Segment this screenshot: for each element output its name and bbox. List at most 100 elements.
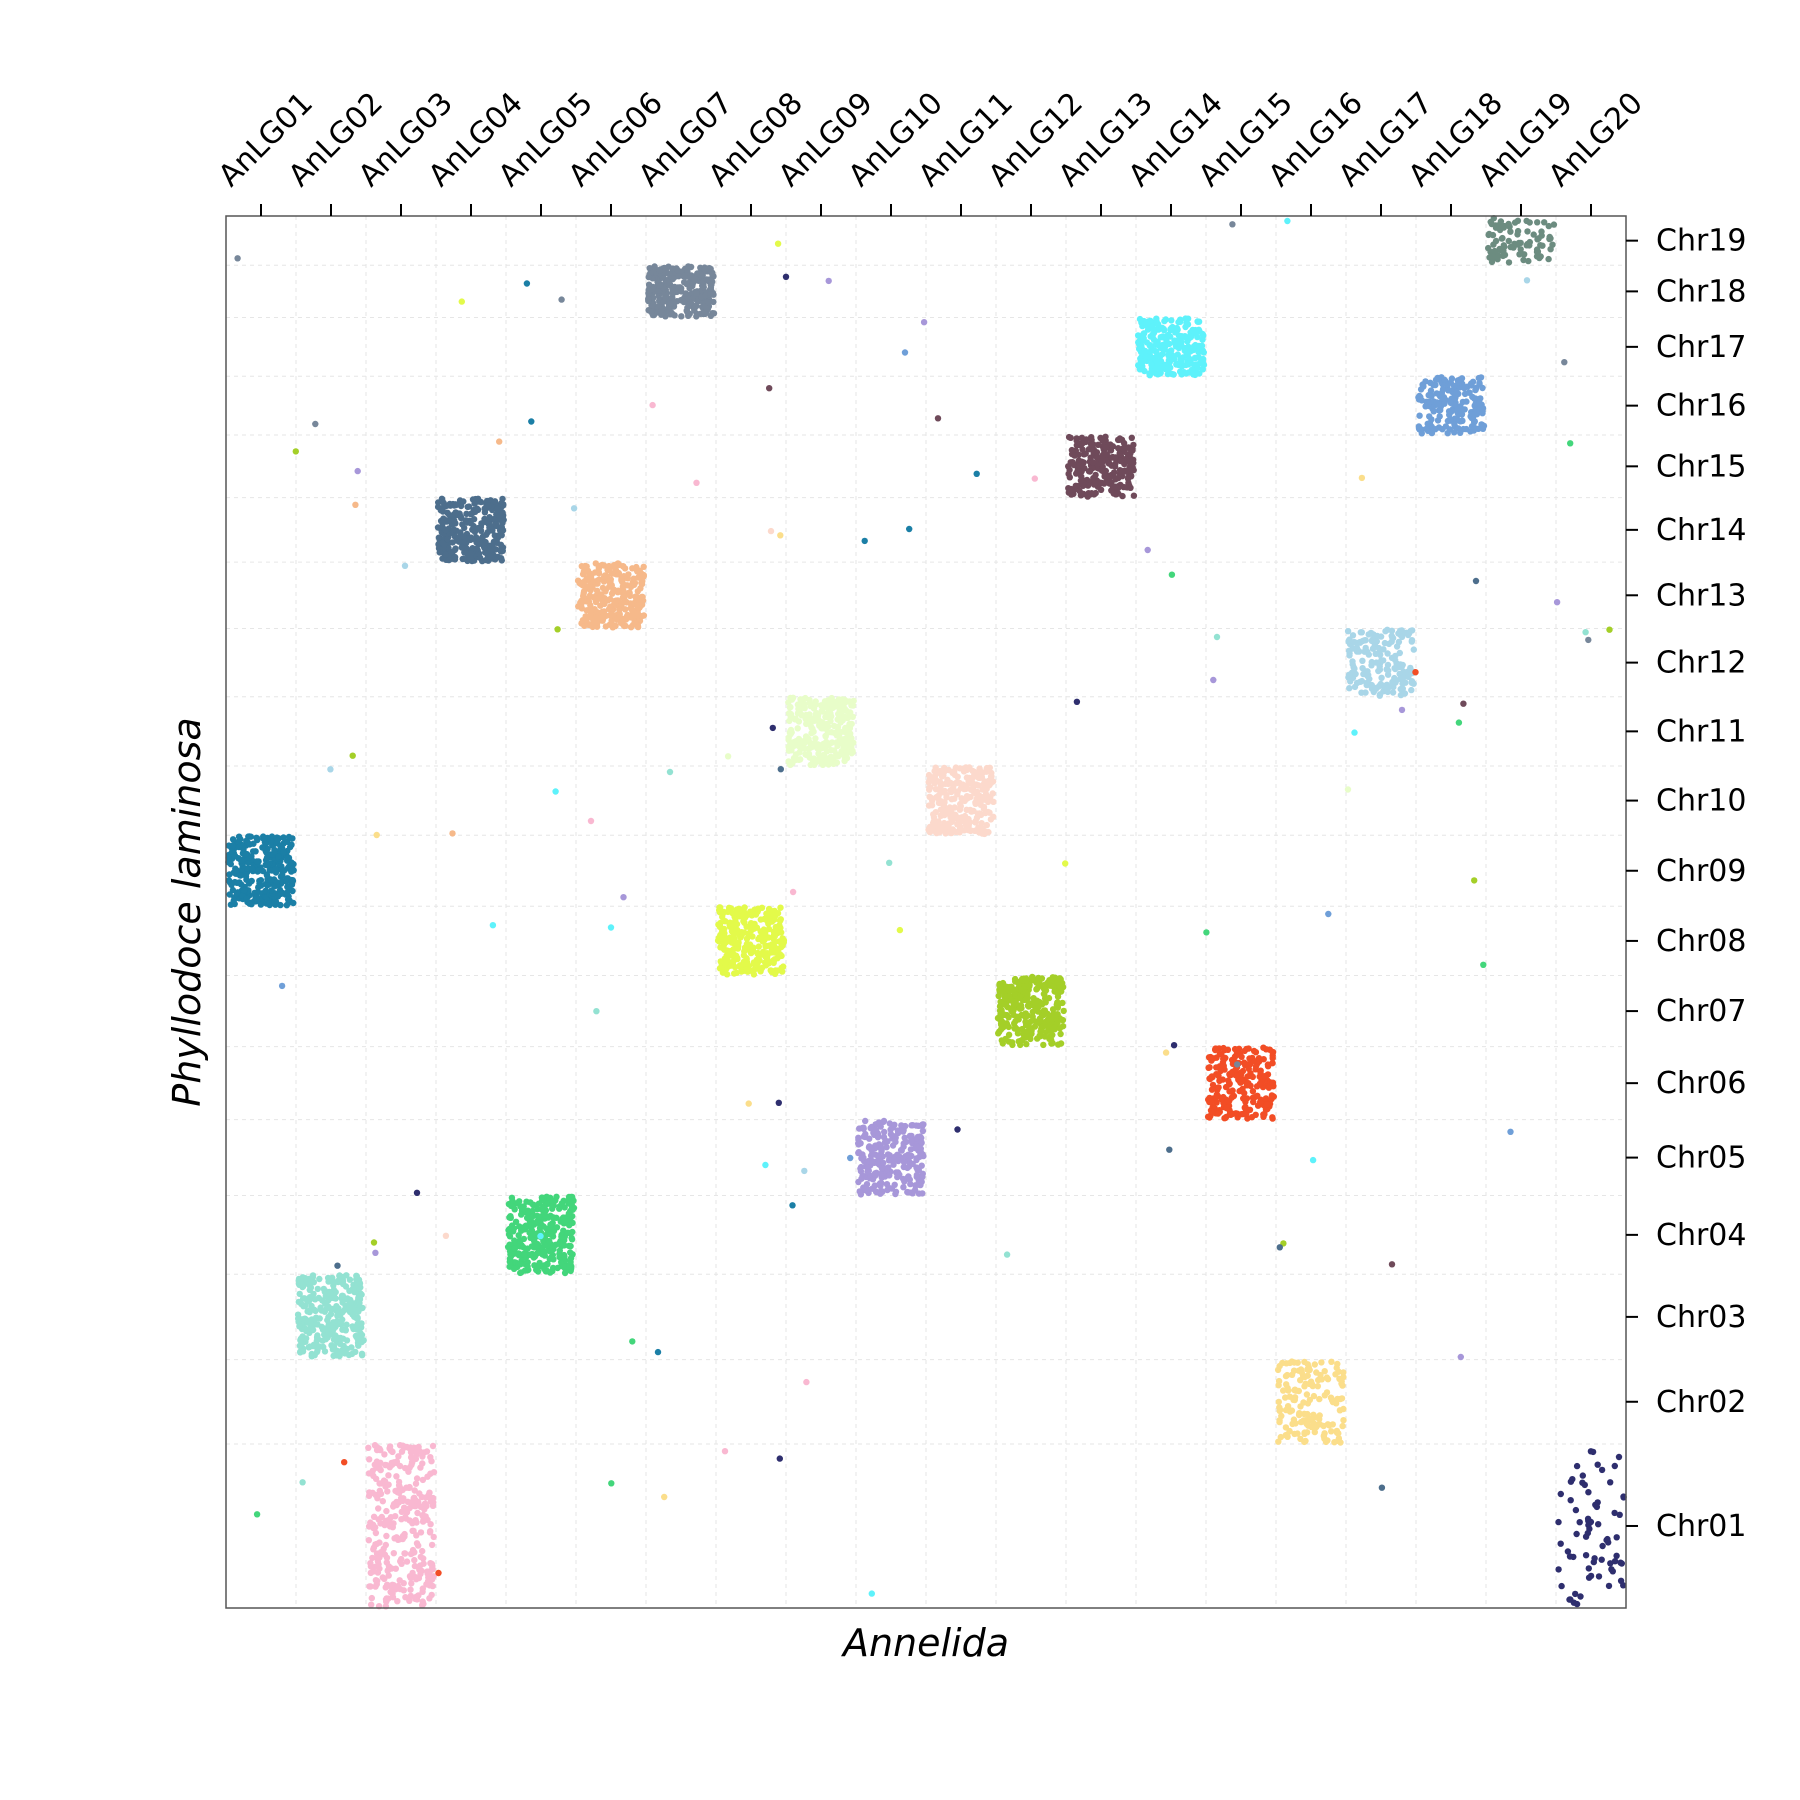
data-point [565,1210,573,1217]
data-point [1361,648,1368,655]
data-point [426,1529,434,1536]
data-point [1035,1003,1042,1010]
data-point [820,751,828,758]
data-point [415,1574,423,1582]
data-point [686,284,693,292]
data-point [744,911,751,919]
data-point [1033,979,1040,986]
data-point [306,1294,314,1301]
data-point [599,608,606,615]
data-point [1308,1381,1316,1388]
data-point [1200,355,1207,363]
data-point [556,1205,563,1212]
data-point [930,818,938,825]
data-point [497,548,505,555]
data-point [1472,386,1479,394]
data-point [535,1200,543,1207]
data-point [458,298,465,305]
data-point [528,1222,535,1229]
data-point [1395,630,1402,637]
data-point [773,927,781,935]
data-point [722,934,729,941]
data-point [326,1305,333,1312]
data-point [393,1458,400,1465]
data-point [1127,484,1134,491]
data-point [372,1529,380,1537]
data-point [499,527,507,534]
data-point [535,1242,542,1249]
data-point [393,1473,400,1480]
data-point [424,1473,431,1480]
data-point [342,1326,349,1334]
data-point [954,789,961,796]
data-point [748,924,755,931]
data-point [1447,416,1454,423]
data-point [666,768,674,776]
data-point [335,1334,343,1342]
data-point [1269,1079,1277,1086]
data-point [1054,1019,1061,1027]
data-point [671,312,678,319]
data-point [564,1229,571,1237]
data-point [935,795,942,802]
data-point [795,705,802,713]
data-point [230,869,238,876]
data-point [339,1316,346,1323]
data-point [1500,247,1507,255]
data-point [406,1483,413,1491]
data-point [370,1546,377,1553]
data-point [753,956,760,964]
data-point [375,1505,382,1512]
data-point [1256,1080,1264,1088]
data-point [583,615,590,623]
data-point [1199,366,1207,373]
data-point [499,495,506,503]
data-point [1233,1047,1240,1055]
data-point [875,1152,883,1159]
data-point [284,883,291,891]
data-point [1149,330,1157,338]
data-point [479,533,486,540]
data-point [989,790,996,797]
data-point [1141,347,1149,355]
data-point [1241,1047,1248,1055]
data-point [394,1598,401,1605]
data-point [918,1138,925,1146]
data-point [1585,1565,1593,1572]
data-point [445,556,453,564]
data-point [972,827,980,834]
data-point [296,1342,304,1350]
data-point [1067,434,1074,441]
data-point [856,1188,863,1195]
data-point [257,882,265,889]
data-point [595,570,603,577]
data-point [1358,689,1365,696]
data-point [1448,375,1456,382]
data-point [1275,1438,1282,1445]
data-point [1044,1023,1052,1031]
data-point [385,1472,392,1479]
data-point [968,808,975,815]
data-point [926,786,933,793]
data-point [307,1324,314,1331]
data-point [1611,1558,1619,1565]
data-point [385,1572,392,1579]
data-point [1101,469,1108,477]
data-point [1479,407,1486,415]
data-point [812,759,819,766]
data-point [669,289,676,297]
data-point [1006,987,1013,994]
data-point [1168,571,1176,578]
data-point [1029,1008,1037,1016]
data-point [355,1293,363,1300]
data-point [300,1282,307,1289]
data-point [1276,1362,1283,1370]
data-point [1590,1558,1598,1566]
data-point [412,1593,420,1601]
data-point [843,750,850,757]
data-point [1261,1073,1268,1080]
data-point [238,856,245,864]
data-point [1388,632,1395,640]
data-point [428,1458,435,1465]
data-point [383,1532,390,1540]
